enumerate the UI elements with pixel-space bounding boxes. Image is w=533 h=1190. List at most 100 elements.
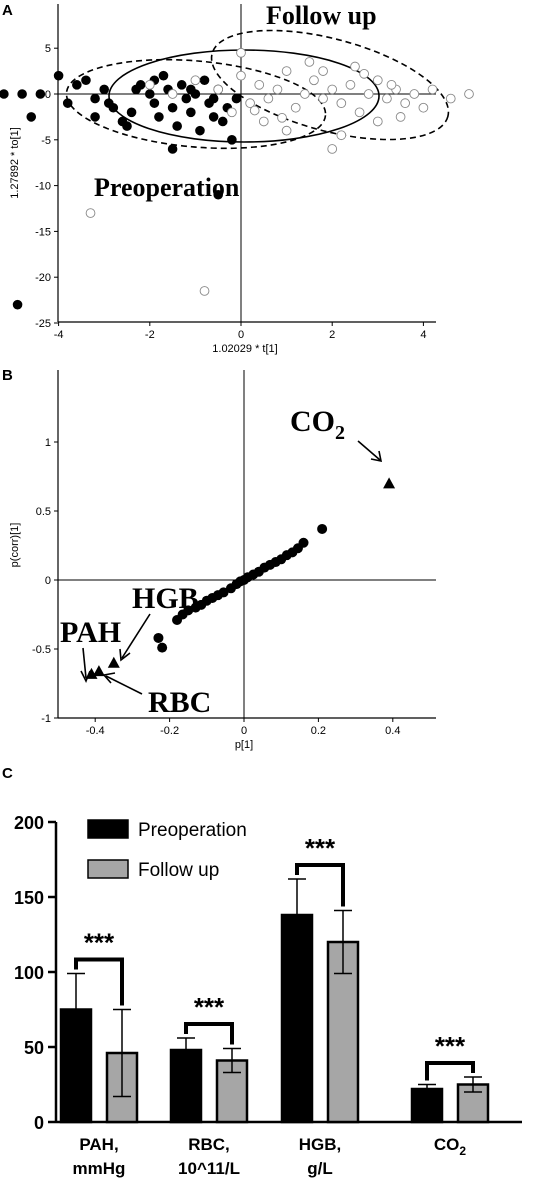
followup-point [318,93,328,104]
panel-c-label: C [2,765,13,782]
followup-point [327,144,338,154]
preoperation-point [167,144,178,154]
panel-b-y-tick-label: 0.5 [36,506,51,518]
followup-point [258,116,269,127]
followup-point [354,107,365,118]
bar-preoperation [410,1087,444,1124]
legend-label-preoperation: Preoperation [138,820,247,841]
panel-a-y-tick-label: -15 [35,226,51,238]
panel-b-arrow-hgb [121,613,151,659]
followup-point [290,102,301,113]
panel-b-arrow-rbc [105,675,143,695]
preoperation-point [149,98,160,108]
panel-b-callout-pah: PAH [60,616,121,649]
panel-b-callout-co2-main: CO [290,405,335,438]
panel-b-arrow-co2 [357,440,381,461]
followup-point [236,70,246,81]
panel-a-y-tick-label: 5 [45,43,51,55]
panel-b: B -0.4 -0.2 0 0.2 0.4 1 0.5 0 -0.5 -1 CO2 HGB PAH… [2,367,436,751]
panel-a-annotation-preoperation: Preoperation [94,173,240,202]
triangle-point-hgb [107,656,120,668]
preoperation-point [208,112,219,122]
followup-point [213,84,224,95]
preoperation-point [167,102,178,113]
followup-point [372,75,383,86]
followup-point [350,61,360,72]
panel-c: C 200 150 100 50 0 *** PAH, mmHg *** RBC, 10^11/L… [2,765,522,1178]
panel-a-y-tick-label: 0 [45,89,51,101]
followup-point [400,98,411,109]
panel-c-y-tick-label: 150 [14,888,44,908]
preoperation-point [122,121,132,131]
preoperation-point [227,135,237,145]
preoperation-point [12,299,23,310]
loading-point [157,642,168,653]
followup-point [272,84,283,95]
followup-point [227,107,237,118]
preoperation-point [90,93,100,104]
preoperation-point [186,107,196,118]
followup-point [395,112,406,122]
followup-point [386,79,397,90]
panel-a-x-tick-label: 4 [420,329,426,341]
preoperation-point [208,93,219,104]
preoperation-point [181,93,192,104]
panel-b-callout-hgb: HGB [132,582,199,615]
panel-a-x-tick-label: 2 [329,329,335,341]
panel-b-x-tick-label: -0.4 [86,725,105,737]
panel-b-label: B [2,367,13,384]
preoperation-point [0,89,9,99]
followup-point [144,79,155,90]
preoperation-point [81,75,91,86]
loading-point [298,537,309,548]
category-label-line2: mmHg [73,1159,126,1178]
panel-b-x-label: p[1] [235,739,253,751]
preoperation-point [35,89,46,99]
panel-a-y-label: 1.27892 * to[1] [9,127,21,199]
followup-point [304,57,315,67]
followup-point [427,84,438,95]
followup-point [445,93,456,104]
significance-bracket [295,863,345,907]
panel-b-y-label: p(corr)[1] [9,523,21,568]
loading-point [153,632,164,643]
category-label-subscript: 2 [459,1144,466,1158]
panel-b-y-tick-label: 1 [45,437,51,449]
followup-point [299,89,310,99]
panel-b-x-tick-label: -0.2 [160,725,179,737]
panel-b-callout-rbc: RBC [148,686,211,719]
panel-c-y-tick-label: 0 [34,1113,44,1133]
panel-a-label: A [2,2,13,19]
panel-c-y-tick-label: 200 [14,813,44,833]
preoperation-point [213,189,224,200]
legend-swatch-preoperation [87,819,129,839]
followup-point [85,208,96,218]
loading-point [317,523,328,534]
category-label: RBC, [188,1135,230,1154]
significance-stars: *** [194,992,225,1022]
followup-point [249,105,260,116]
significance-bracket [425,1061,475,1081]
panel-b-arrow-pah [82,647,87,679]
preoperation-point [195,125,205,136]
panel-a-y-tick-label: -5 [41,135,51,147]
category-label-line2: 10^11/L [178,1159,240,1178]
followup-point [281,66,292,76]
legend-label-followup: Follow up [138,860,219,881]
followup-point [327,84,338,95]
category-label: HGB, [299,1135,342,1154]
panel-b-callout-co2-sub: 2 [335,422,345,444]
category-label: CO2 [434,1135,467,1158]
followup-point [236,47,246,58]
panel-a-annotation-followup: Follow up [266,1,377,30]
followup-point [372,116,383,127]
followup-point [281,125,292,136]
followup-point [336,130,347,141]
preoperation-point [62,98,73,108]
preoperation-point [217,116,228,127]
significance-bracket [184,1022,234,1045]
followup-point [167,89,178,99]
preoperation-point [145,89,155,99]
preoperation-point [90,112,100,122]
preoperation-point [26,112,37,122]
